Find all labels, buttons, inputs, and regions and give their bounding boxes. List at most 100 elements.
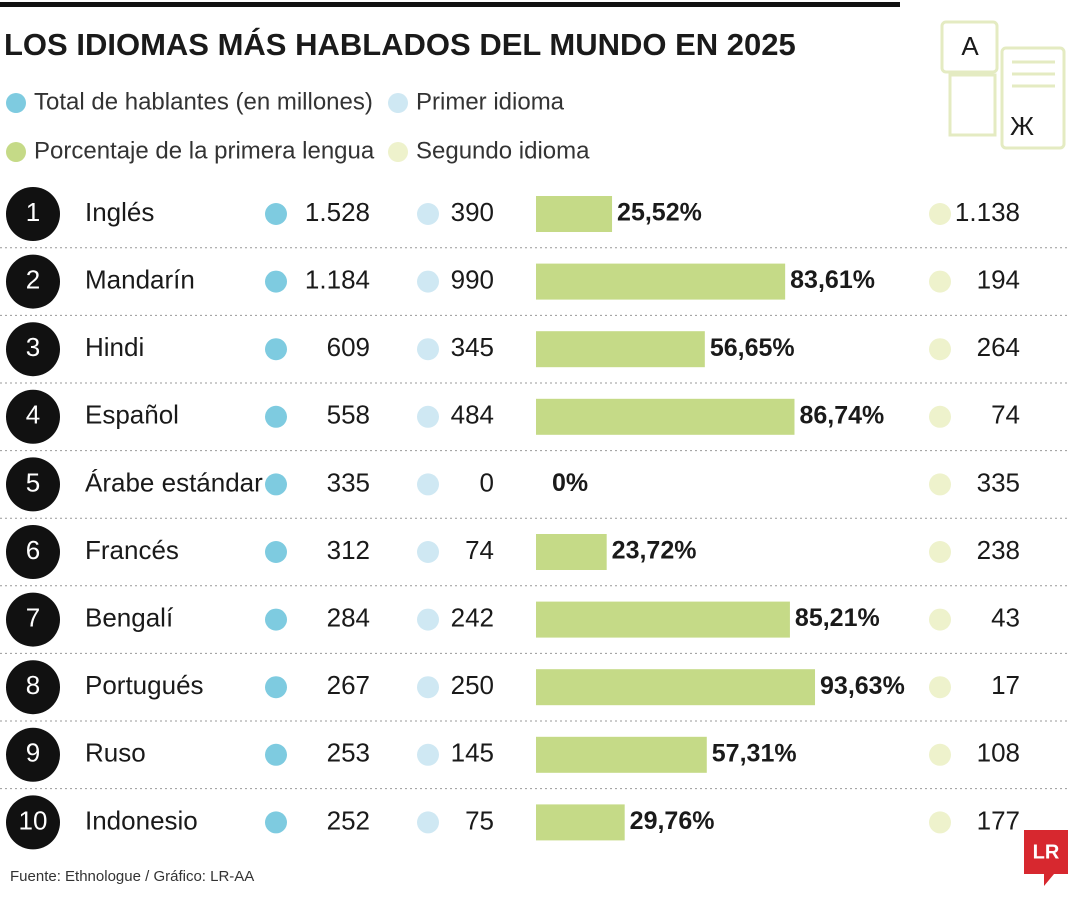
total-value: 267 — [327, 670, 370, 700]
second-dot — [929, 743, 951, 766]
rank-badge — [6, 254, 60, 309]
rank-number: 7 — [26, 602, 40, 632]
language-name: Árabe estándar — [85, 467, 263, 497]
language-name: Ruso — [85, 738, 146, 768]
bar — [536, 398, 795, 435]
rank-number: 5 — [26, 467, 40, 497]
legend-dot — [6, 142, 26, 162]
second-value: 74 — [991, 400, 1020, 430]
first-dot — [417, 811, 439, 834]
first-dot — [417, 743, 439, 766]
rank-number: 8 — [26, 670, 40, 700]
total-dot — [265, 743, 287, 766]
bar-value-label: 29,76% — [630, 807, 715, 835]
total-value: 1.528 — [305, 197, 370, 227]
second-value: 238 — [977, 535, 1020, 565]
first-dot — [417, 405, 439, 428]
first-dot — [417, 608, 439, 631]
bar — [536, 331, 705, 368]
first-dot — [417, 338, 439, 361]
bar — [536, 263, 786, 300]
logo-tail — [1044, 874, 1054, 886]
bar — [536, 736, 707, 773]
first-dot — [417, 270, 439, 293]
rank-badge — [6, 660, 60, 715]
language-name: Mandarín — [85, 264, 195, 294]
second-value: 43 — [991, 602, 1020, 632]
logo-text: LR — [1033, 841, 1060, 863]
legend-label: Porcentaje de la primera lengua — [34, 137, 375, 164]
chart-title: LOS IDIOMAS MÁS HABLADOS DEL MUNDO EN 20… — [4, 27, 796, 62]
first-dot — [417, 676, 439, 699]
total-dot — [265, 811, 287, 834]
bar-value-label: 0% — [552, 469, 588, 497]
rank-badge — [6, 525, 60, 579]
rank-number: 9 — [26, 738, 40, 768]
second-value: 335 — [977, 467, 1020, 497]
language-name: Bengalí — [85, 602, 174, 632]
source: Fuente: Ethnologue / Gráfico: LR-AA — [10, 868, 254, 885]
first-value: 145 — [451, 738, 494, 768]
total-value: 609 — [327, 332, 370, 362]
total-dot — [265, 203, 287, 225]
first-value: 75 — [465, 805, 494, 835]
language-name: Inglés — [85, 197, 154, 227]
second-value: 108 — [977, 738, 1020, 768]
first-value: 0 — [480, 467, 494, 497]
language-name: Francés — [85, 535, 179, 565]
rank-badge — [6, 592, 60, 647]
first-dot — [417, 473, 439, 496]
bar-value-label: 85,21% — [795, 604, 880, 632]
legend-dot — [388, 142, 408, 162]
second-value: 264 — [977, 332, 1020, 362]
total-dot — [265, 405, 287, 428]
total-dot — [265, 338, 287, 361]
second-dot — [929, 338, 951, 361]
logo-box — [1024, 830, 1068, 874]
first-value: 74 — [465, 535, 494, 565]
rank-badge — [6, 389, 60, 444]
bar-value-label: 93,63% — [820, 672, 905, 700]
total-value: 558 — [327, 400, 370, 430]
total-dot — [265, 270, 287, 293]
translate-icon: A Ж — [940, 20, 1066, 150]
total-value: 1.184 — [305, 264, 370, 294]
rank-number: 3 — [26, 332, 40, 362]
total-dot — [265, 608, 287, 631]
legend-dot — [388, 93, 408, 113]
second-value: 194 — [977, 264, 1020, 294]
svg-text:Ж: Ж — [1010, 111, 1034, 141]
first-value: 345 — [451, 332, 494, 362]
bar-value-label: 86,74% — [799, 401, 884, 429]
total-value: 253 — [327, 738, 370, 768]
total-dot — [265, 541, 287, 563]
bar — [536, 196, 613, 232]
second-dot — [929, 608, 951, 631]
first-value: 250 — [451, 670, 494, 700]
legend-label: Primer idioma — [416, 88, 565, 115]
total-value: 284 — [327, 602, 370, 632]
total-value: 312 — [327, 535, 370, 565]
first-value: 484 — [451, 400, 494, 430]
legend-label: Segundo idioma — [416, 137, 590, 164]
rank-badge — [6, 457, 60, 512]
rank-badge — [6, 727, 60, 782]
second-dot — [929, 811, 951, 834]
rank-badge — [6, 795, 60, 850]
bar-value-label: 23,72% — [612, 537, 697, 565]
second-dot — [929, 203, 951, 225]
bar-value-label: 56,65% — [710, 334, 795, 362]
second-value: 1.138 — [955, 197, 1020, 227]
first-dot — [417, 203, 439, 225]
second-value: 17 — [991, 670, 1020, 700]
second-dot — [929, 473, 951, 496]
bar — [536, 669, 816, 706]
top-rule — [0, 2, 900, 7]
logo: LR — [1024, 830, 1068, 886]
second-dot — [929, 541, 951, 563]
second-value: 177 — [977, 805, 1020, 835]
total-dot — [265, 676, 287, 699]
second-dot — [929, 405, 951, 428]
bar — [536, 601, 790, 638]
